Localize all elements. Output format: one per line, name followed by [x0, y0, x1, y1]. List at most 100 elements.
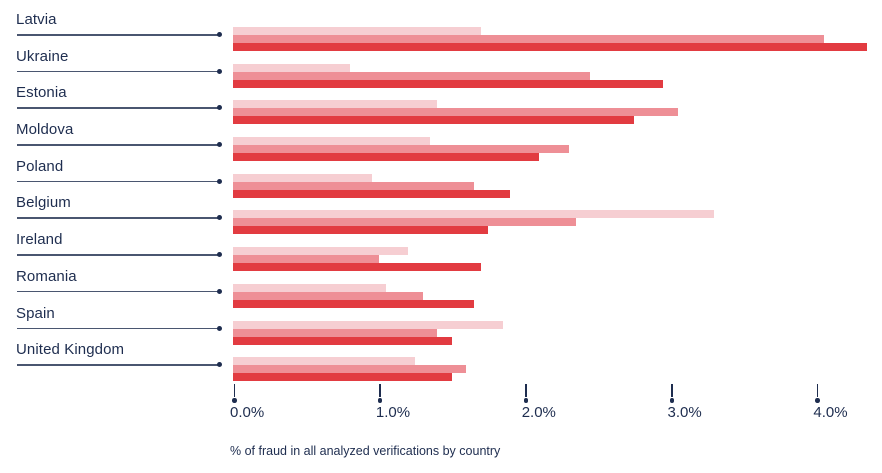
- country-label: Belgium: [16, 194, 71, 212]
- leader-dot-icon: [217, 32, 222, 37]
- bar-group: [233, 27, 868, 51]
- leader-dot-icon: [217, 68, 222, 74]
- tick-pin-dot-icon: [669, 398, 674, 403]
- leader-dot-icon: [217, 178, 222, 184]
- bar-series-medium-pink: [233, 145, 569, 154]
- country-label: Poland: [16, 157, 64, 175]
- label-leader-line: [17, 252, 222, 258]
- bar-series-light-pink: [233, 210, 715, 219]
- country-row: Moldova: [0, 120, 882, 162]
- bar-series-medium-pink: [233, 181, 474, 190]
- country-label: Spain: [16, 304, 55, 322]
- label-leader-line: [17, 32, 222, 37]
- label-leader-line: [17, 178, 222, 184]
- bar-group: [233, 63, 664, 88]
- bar-series-light-pink: [233, 320, 503, 329]
- country-label: United Kingdom: [16, 341, 125, 359]
- bar-series-dark-red: [233, 116, 635, 125]
- x-axis: 0.0% 1.0% 2.0% 3.0% 4.0%: [0, 384, 882, 424]
- bar-series-light-pink: [233, 63, 350, 72]
- axis-tick-label: 1.0%: [375, 404, 411, 421]
- axis-tick-label: 2.0%: [521, 404, 556, 421]
- country-row: Spain: [0, 304, 882, 345]
- bar-series-light-pink: [233, 27, 481, 35]
- leader-dot-icon: [217, 252, 222, 258]
- bar-series-dark-red: [233, 336, 452, 345]
- bar-series-medium-pink: [233, 255, 379, 264]
- axis-tick: 2.0%: [522, 384, 556, 421]
- bar-series-light-pink: [233, 283, 387, 292]
- bar-series-light-pink: [233, 173, 372, 182]
- country-label: Latvia: [16, 11, 57, 28]
- axis-tick: 4.0%: [813, 384, 848, 421]
- tick-pin-dot-icon: [815, 398, 820, 403]
- axis-tick: 0.0%: [230, 384, 264, 421]
- label-leader-line: [17, 142, 222, 148]
- bar-series-dark-red: [233, 226, 489, 235]
- leader-dot-icon: [217, 325, 222, 331]
- chart-rows: Latvia Ukraine Estonia Moldova Poland Belgium…: [0, 10, 882, 382]
- country-label: Romania: [16, 267, 77, 285]
- label-leader-line: [17, 325, 222, 331]
- bar-series-medium-pink: [233, 71, 591, 80]
- tick-pin-line: [379, 384, 381, 397]
- bar-group: [233, 247, 481, 272]
- bar-series-light-pink: [233, 100, 438, 109]
- country-label: Ireland: [16, 231, 63, 249]
- country-row: Romania: [0, 267, 882, 308]
- tick-pin-line: [233, 384, 235, 397]
- bar-group: [233, 173, 511, 198]
- leader-dot-icon: [217, 362, 222, 368]
- country-row: Ukraine: [0, 47, 882, 88]
- axis-tick: 3.0%: [668, 384, 702, 421]
- axis-tick-label: 3.0%: [667, 404, 702, 421]
- bar-series-medium-pink: [233, 291, 423, 300]
- label-leader-line: [17, 215, 222, 221]
- tick-pin-dot-icon: [377, 398, 383, 403]
- label-leader-line: [17, 288, 222, 294]
- leader-dot-icon: [217, 105, 222, 111]
- bar-series-medium-pink: [233, 35, 824, 43]
- bar-series-dark-red: [233, 299, 474, 308]
- bar-group: [233, 357, 467, 382]
- chart-caption: % of fraud in all analyzed verifications…: [230, 444, 501, 458]
- label-leader-line: [17, 68, 222, 74]
- tick-pin-dot-icon: [232, 398, 237, 403]
- country-row: Ireland: [0, 230, 882, 272]
- country-row: Belgium: [0, 193, 882, 235]
- bar-series-light-pink: [233, 247, 408, 256]
- bar-group: [233, 137, 569, 162]
- bar-series-dark-red: [233, 43, 868, 51]
- leader-dot-icon: [217, 142, 222, 148]
- axis-tick-label: 0.0%: [230, 404, 265, 421]
- bar-series-light-pink: [233, 137, 430, 146]
- bar-series-dark-red: [233, 189, 511, 198]
- axis-tick-label: 4.0%: [813, 404, 848, 421]
- country-label: Estonia: [16, 84, 67, 102]
- bar-series-dark-red: [233, 263, 481, 272]
- bar-series-dark-red: [233, 79, 664, 88]
- bar-group: [233, 320, 503, 345]
- bar-group: [233, 283, 474, 308]
- country-label: Moldova: [16, 121, 74, 139]
- country-row: Estonia: [0, 83, 882, 125]
- bar-series-medium-pink: [233, 365, 467, 374]
- bar-series-medium-pink: [233, 328, 438, 337]
- bar-group: [233, 210, 715, 235]
- tick-pin-dot-icon: [523, 398, 529, 403]
- country-row: United Kingdom: [0, 340, 882, 382]
- bar-series-light-pink: [233, 357, 416, 366]
- country-label: Ukraine: [16, 47, 69, 65]
- bar-series-medium-pink: [233, 218, 576, 227]
- label-leader-line: [17, 105, 222, 111]
- axis-tick: 1.0%: [376, 384, 410, 421]
- bar-series-dark-red: [233, 153, 540, 162]
- country-row: Latvia: [0, 10, 882, 51]
- leader-dot-icon: [217, 215, 222, 221]
- bar-series-medium-pink: [233, 108, 678, 117]
- bar-group: [233, 100, 678, 125]
- bar-series-dark-red: [233, 373, 452, 382]
- tick-pin-line: [525, 384, 527, 397]
- tick-pin-line: [671, 384, 673, 397]
